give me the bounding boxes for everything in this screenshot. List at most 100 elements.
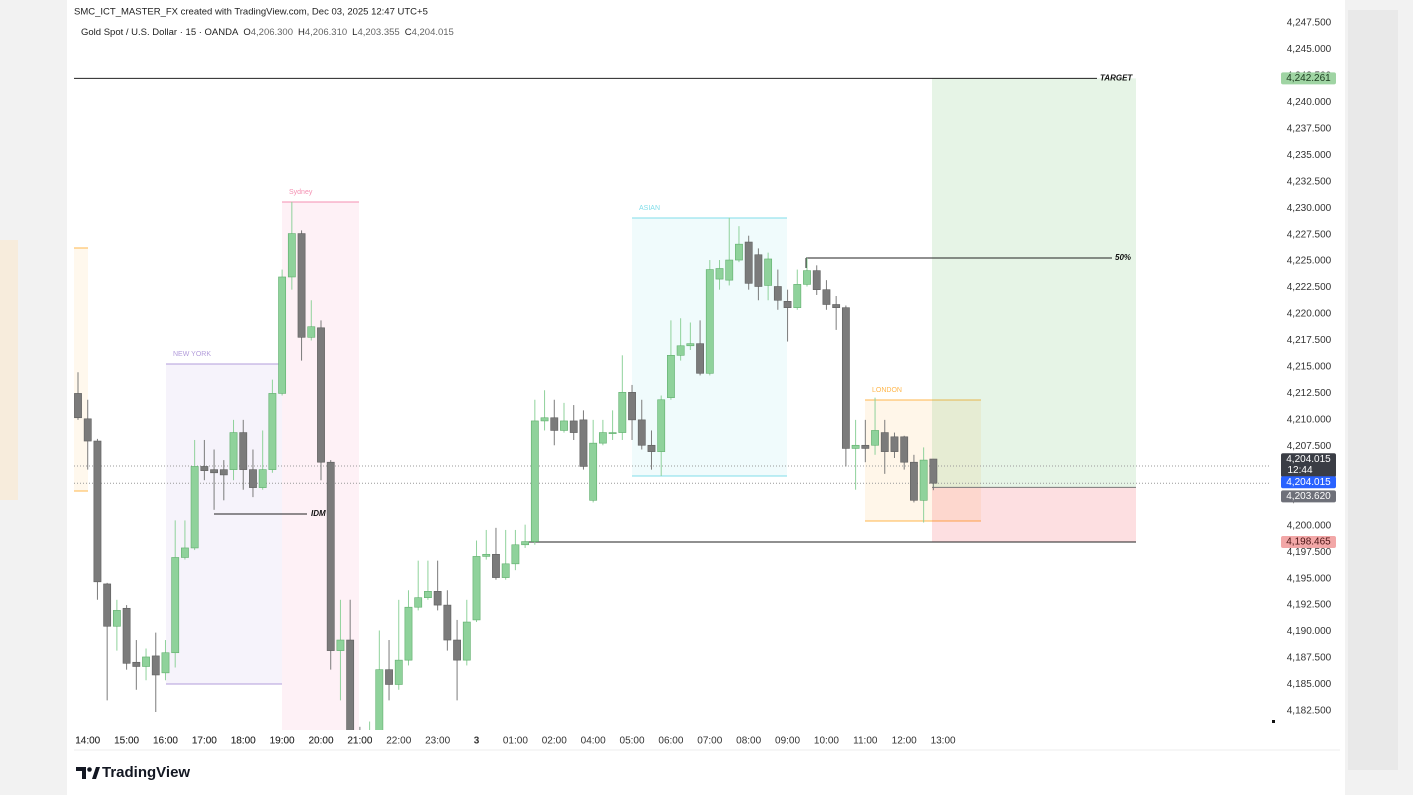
- x-tick-label: 15:00: [114, 736, 139, 747]
- x-tick-label: 05:00: [620, 736, 645, 747]
- dot: [1272, 720, 1275, 723]
- candle-body: [715, 268, 724, 280]
- y-tick-label: 4,235.000: [1287, 150, 1332, 161]
- candle-body: [336, 639, 345, 651]
- candle-body: [628, 392, 636, 421]
- x-tick-label: 16:00: [153, 736, 178, 747]
- x-tick-label: 11:00: [853, 736, 878, 747]
- x-tick-label: 14:00: [75, 736, 100, 747]
- x-tick-label: 10:00: [814, 736, 839, 747]
- price-tag-label: 4,242.261: [1286, 73, 1331, 84]
- candle-body: [890, 436, 899, 452]
- candle-body: [219, 469, 228, 476]
- candle-body: [375, 669, 384, 730]
- candle-body: [822, 289, 831, 305]
- x-tick-label: 21:00: [347, 736, 372, 747]
- x-tick-label: 12:00: [892, 736, 917, 747]
- y-tick-label: 4,190.000: [1287, 626, 1332, 637]
- candle-body: [93, 440, 102, 583]
- y-tick-label: 4,185.000: [1287, 679, 1332, 690]
- candle-body: [861, 444, 870, 449]
- x-tick-label: 20:00: [308, 736, 333, 747]
- x-tick-label: 17:00: [192, 736, 217, 747]
- level-label: 50%: [1115, 253, 1131, 262]
- candle-body: [686, 343, 695, 347]
- y-tick-label: 4,200.000: [1287, 520, 1332, 531]
- candle-body: [560, 420, 568, 431]
- candle-body: [258, 469, 267, 488]
- y-tick-label: 4,182.500: [1287, 706, 1332, 717]
- candle-body: [637, 419, 646, 446]
- x-tick-label: 17:00: [192, 736, 217, 747]
- x-tick-label: 3: [474, 736, 480, 747]
- x-tick-label: 16:00: [153, 736, 178, 747]
- candle-body: [589, 442, 598, 501]
- y-tick-label: 4,247.500: [1287, 18, 1332, 29]
- x-tick-label: 02:00: [542, 736, 567, 747]
- candle-body: [151, 655, 160, 676]
- y-tick-label: 4,230.000: [1287, 203, 1332, 214]
- candle-body: [190, 466, 199, 549]
- profit-zone: [932, 78, 1136, 488]
- y-tick-label: 4,210.000: [1287, 415, 1332, 426]
- candle-body: [696, 343, 704, 374]
- candle-body: [657, 399, 666, 452]
- x-tick-label: 01:00: [503, 736, 528, 747]
- candle-body: [482, 553, 491, 557]
- x-tick-label: 18:00: [231, 736, 256, 747]
- candle-body: [210, 469, 218, 474]
- candle-body: [492, 553, 500, 578]
- price-tag-label: 4,204.015: [1286, 477, 1331, 488]
- session-label: LONDON: [872, 387, 902, 394]
- candle-body: [239, 432, 248, 470]
- candle-body: [530, 420, 539, 542]
- session-box: [166, 364, 282, 684]
- price-tag: [1281, 453, 1336, 478]
- y-tick-label: 4,215.000: [1287, 362, 1332, 373]
- x-tick-label: 18:00: [231, 736, 256, 747]
- candle-body: [647, 444, 656, 452]
- candle-body: [317, 327, 325, 463]
- y-tick-label: 4,225.000: [1287, 256, 1332, 267]
- candle-body: [385, 669, 393, 685]
- candle-body: [511, 544, 520, 565]
- candle-body: [773, 286, 782, 301]
- candle-body: [540, 417, 549, 422]
- candle-body: [754, 254, 763, 287]
- session-label: NEW YORK: [173, 351, 211, 358]
- credit: SMC_ICT_MASTER_FX created with TradingVi…: [74, 7, 428, 18]
- candle-body: [278, 276, 287, 394]
- x-tick-label: 14:00: [75, 736, 100, 747]
- y-tick-label: 4,192.500: [1287, 600, 1332, 611]
- candle-body: [705, 269, 714, 374]
- session-box: [74, 248, 88, 491]
- price-tag: [1281, 490, 1336, 503]
- candle-body: [443, 604, 452, 641]
- x-tick-label: 23:00: [425, 736, 450, 747]
- x-tick-label: 22:00: [386, 736, 411, 747]
- candle-body: [598, 432, 607, 444]
- candle-body: [608, 432, 617, 434]
- candle-body: [472, 556, 481, 621]
- y-tick-label: 4,232.500: [1287, 176, 1332, 187]
- level-label: TARGET: [1100, 74, 1133, 83]
- price-tag: [1281, 72, 1336, 85]
- y-tick-label: 4,197.500: [1287, 547, 1332, 558]
- y-tick-label: 4,220.000: [1287, 309, 1332, 320]
- candle-body: [83, 418, 92, 442]
- loss-zone: [932, 487, 1136, 542]
- candle-body: [841, 307, 850, 449]
- price-tag-label: 4,203.620: [1286, 491, 1331, 502]
- candle-body: [764, 258, 773, 286]
- candle-body: [394, 659, 403, 685]
- candle-body: [200, 466, 209, 471]
- price-tag: [1281, 535, 1336, 548]
- candle-body: [453, 639, 461, 661]
- x-tick-label: 06:00: [658, 736, 683, 747]
- session-label: Sydney: [289, 189, 313, 196]
- y-tick-label: 4,227.500: [1287, 229, 1332, 240]
- logo: TradingView: [76, 764, 190, 781]
- candle-body: [812, 270, 821, 290]
- candle-body: [132, 661, 141, 667]
- y-tick-label: 4,187.500: [1287, 653, 1332, 664]
